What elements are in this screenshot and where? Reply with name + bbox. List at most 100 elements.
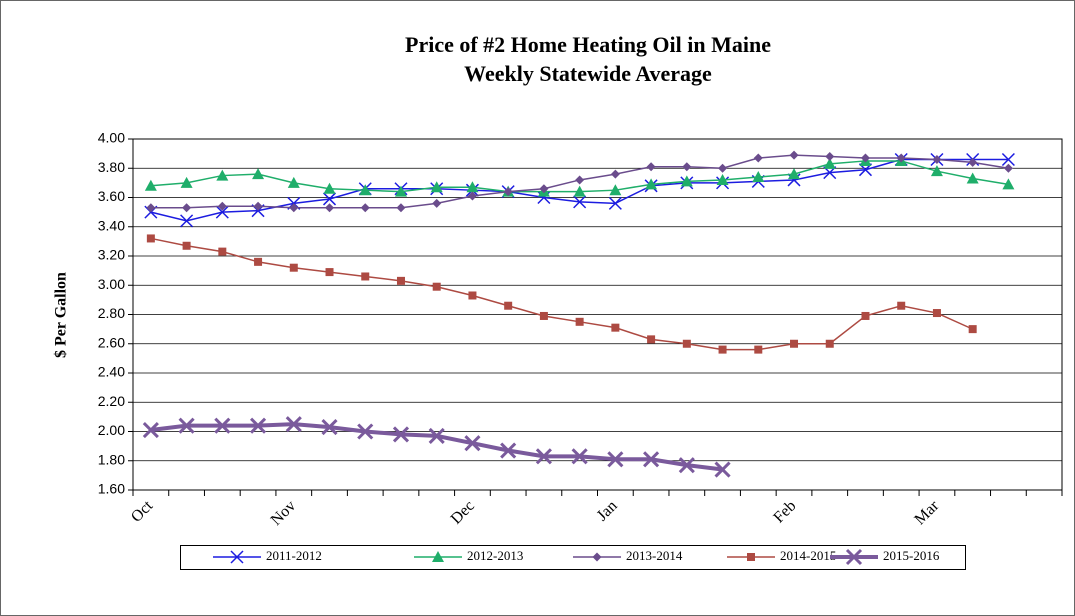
y-tick-label: 4.00: [98, 130, 125, 146]
data-point: [464, 435, 481, 452]
y-tick-label: 3.40: [98, 217, 125, 233]
y-tick-label: 2.20: [98, 393, 125, 409]
data-point: [289, 203, 299, 213]
y-tick-label: 2.80: [98, 305, 125, 321]
data-point: [861, 311, 870, 320]
data-point: [752, 171, 765, 183]
data-point: [180, 176, 193, 188]
data-point: [608, 196, 622, 210]
y-tick-label: 1.80: [98, 451, 125, 467]
data-point: [968, 157, 978, 167]
series-line: [150, 237, 973, 351]
data-point: [504, 301, 513, 310]
data-point: [215, 205, 229, 219]
data-point: [539, 311, 548, 320]
data-point: [788, 168, 801, 180]
data-point: [182, 203, 192, 213]
data-point: [503, 187, 513, 197]
data-point: [716, 173, 729, 185]
data-point: [643, 451, 660, 468]
data-point: [360, 203, 370, 213]
data-point: [575, 175, 585, 185]
data-point: [754, 345, 763, 354]
chart-title: Price of #2 Home Heating Oil in Maine: [405, 32, 771, 57]
data-point: [357, 423, 374, 440]
data-point: [930, 165, 943, 177]
data-point: [253, 201, 263, 211]
data-point: [896, 153, 906, 163]
data-point: [500, 442, 517, 459]
legend-marker: [845, 548, 863, 566]
data-point: [285, 416, 302, 433]
data-point: [254, 257, 263, 266]
data-point: [325, 268, 334, 277]
legend-marker: [432, 551, 444, 562]
legend-marker: [592, 552, 602, 562]
data-point: [573, 195, 587, 209]
data-point: [432, 198, 442, 208]
data-point: [968, 325, 977, 334]
data-point: [218, 247, 227, 256]
data-point: [430, 181, 443, 193]
data-point: [142, 421, 159, 439]
data-point: [359, 184, 372, 196]
data-point: [680, 175, 693, 187]
chart-subtitle: Weekly Statewide Average: [464, 61, 712, 86]
data-point: [428, 427, 445, 444]
data-point: [361, 272, 370, 281]
data-point: [790, 339, 799, 348]
legend-label: 2013-2014: [626, 548, 683, 563]
y-tick-label: 2.60: [98, 334, 125, 350]
data-point: [678, 457, 695, 474]
y-tick-label: 3.60: [98, 188, 125, 204]
data-point: [682, 162, 692, 172]
data-point: [392, 426, 410, 443]
data-point: [1003, 163, 1013, 173]
data-point: [897, 301, 906, 310]
data-point: [611, 323, 620, 332]
data-point: [823, 157, 836, 169]
legend-label: 2011-2012: [266, 548, 322, 563]
data-point: [287, 176, 300, 188]
legend-label: 2014-2015: [780, 548, 836, 563]
data-point: [825, 152, 835, 162]
data-point: [396, 276, 405, 285]
data-point: [575, 317, 584, 326]
data-point: [182, 241, 191, 250]
data-point: [932, 154, 942, 164]
data-point: [178, 417, 195, 434]
data-point: [216, 169, 229, 181]
y-tick-label: 2.00: [98, 422, 125, 438]
data-point: [394, 185, 407, 197]
data-point: [718, 345, 727, 354]
data-point: [966, 172, 979, 184]
data-point: [321, 419, 338, 436]
data-point: [146, 203, 156, 213]
data-point: [646, 162, 656, 172]
data-point: [249, 417, 267, 434]
data-point: [753, 153, 763, 163]
data-point: [214, 417, 231, 434]
data-point: [607, 451, 624, 468]
data-point: [573, 185, 586, 197]
data-point: [571, 448, 588, 465]
data-point: [180, 214, 194, 228]
legend-marker: [230, 550, 244, 564]
data-point: [466, 181, 479, 193]
data-point: [1001, 152, 1015, 167]
data-point: [325, 203, 335, 213]
data-point: [714, 461, 731, 478]
data-point: [289, 263, 298, 272]
legend-label: 2012-2013: [467, 548, 523, 563]
y-tick-label: 3.20: [98, 247, 125, 263]
data-point: [217, 201, 227, 211]
data-point: [647, 335, 656, 344]
data-point: [539, 184, 549, 194]
data-point: [609, 184, 622, 196]
y-axis-label: $ Per Gallon: [53, 272, 70, 358]
data-point: [322, 192, 337, 206]
data-point: [323, 182, 336, 194]
data-point: [468, 291, 477, 300]
y-tick-label: 2.40: [98, 364, 125, 380]
data-point: [718, 163, 728, 173]
